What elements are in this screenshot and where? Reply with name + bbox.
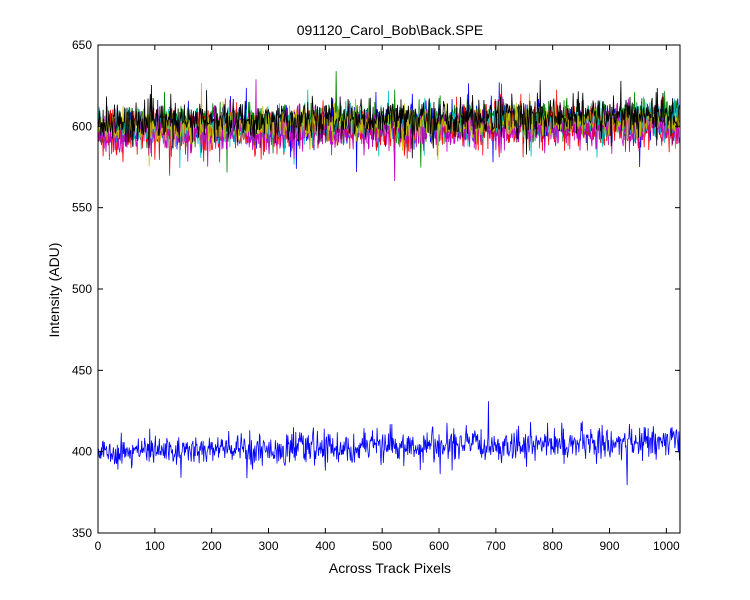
y-tick-label: 350 [72,526,92,540]
x-tick-label: 700 [486,539,506,553]
y-axis-label: Intensity (ADU) [46,243,62,338]
chart-title: 091120_Carol_Bob\Back.SPE [297,22,484,38]
y-tick-label: 400 [72,445,92,459]
x-tick-label: 900 [600,539,620,553]
x-tick-label: 600 [429,539,449,553]
y-tick-label: 550 [72,201,92,215]
y-tick-label: 650 [72,38,92,52]
series-line-5 [98,79,680,181]
x-axis-label: Across Track Pixels [329,560,451,576]
series-line-8 [98,401,680,485]
x-tick-label: 1000 [653,539,680,553]
series-line-7 [98,79,680,159]
x-tick-label: 200 [202,539,222,553]
y-tick-label: 450 [72,363,92,377]
x-tick-label: 800 [543,539,563,553]
x-tick-label: 400 [315,539,335,553]
x-tick-label: 0 [95,539,102,553]
y-tick-label: 500 [72,282,92,296]
x-tick-label: 300 [258,539,278,553]
axis-ticks: 0 100 200 300 400 500 600 700 800 900 1000 350 400 45… [72,38,680,553]
x-tick-label: 100 [145,539,165,553]
x-tick-label: 500 [372,539,392,553]
y-tick-label: 600 [72,119,92,133]
series-group [98,71,680,485]
